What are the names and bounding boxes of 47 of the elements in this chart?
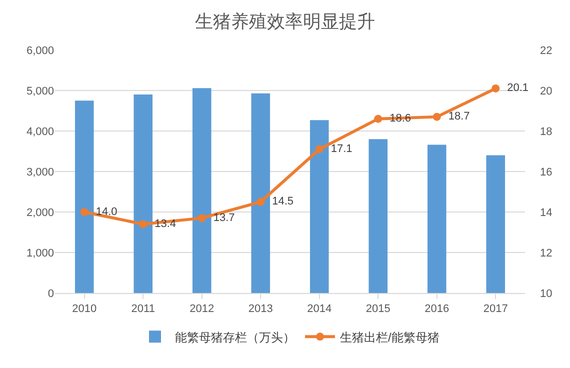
y-tick-label: 6,000: [26, 44, 54, 57]
data-label: 14.0: [90, 206, 118, 218]
bar: [74, 100, 94, 293]
point: [80, 208, 88, 216]
x-tick-label: 2012: [190, 303, 214, 316]
x-tick-label: 2017: [483, 303, 508, 316]
bar: [192, 88, 212, 293]
y-tick-label: 2,000: [26, 206, 54, 219]
x-tick-label: 2014: [307, 303, 332, 316]
bar: [368, 139, 388, 293]
bar: [310, 120, 329, 293]
x-tick-label: 2016: [424, 303, 450, 316]
point: [374, 114, 382, 123]
point: [315, 145, 324, 154]
point: [256, 198, 265, 206]
data-label: 20.1: [502, 82, 529, 94]
legend-label: 生猪出栏/能繁母猪: [340, 330, 440, 344]
x-tick-label: 2015: [366, 303, 390, 316]
data-label: 18.7: [442, 110, 470, 123]
data-label: 17.1: [325, 142, 352, 155]
point: [432, 112, 441, 121]
y-tick-label: 4,000: [26, 126, 54, 138]
y-tick-label: 1,000: [26, 247, 54, 260]
point: [492, 84, 500, 92]
x-tick-label: 2011: [131, 303, 155, 316]
y2-tick-label: 22: [540, 44, 552, 57]
chart-title: 生猪养殖效率明显提升: [195, 11, 375, 32]
legend-label: 能繁母猪存栏（万头）: [175, 330, 295, 344]
y-tick-label: 3,000: [26, 166, 54, 178]
x-tick-label: 2013: [248, 303, 273, 316]
bar: [134, 94, 153, 293]
y-tick-label: 5,000: [26, 85, 54, 98]
y-tick-label: 0: [48, 288, 54, 300]
data-label: 14.5: [266, 196, 294, 208]
y2-tick-label: 16: [540, 166, 552, 178]
y2-tick-label: 10: [540, 288, 552, 300]
x-tick-label: 2010: [72, 303, 97, 316]
bar: [251, 93, 270, 293]
point: [198, 214, 206, 222]
data-label: 13.7: [208, 212, 235, 224]
y2-tick-label: 14: [540, 206, 552, 219]
point: [139, 220, 148, 228]
y2-tick-label: 12: [540, 247, 552, 260]
y2-tick-label: 20: [540, 85, 552, 98]
bar: [486, 155, 506, 293]
y2-tick-label: 18: [540, 126, 552, 138]
bar: [427, 144, 446, 293]
